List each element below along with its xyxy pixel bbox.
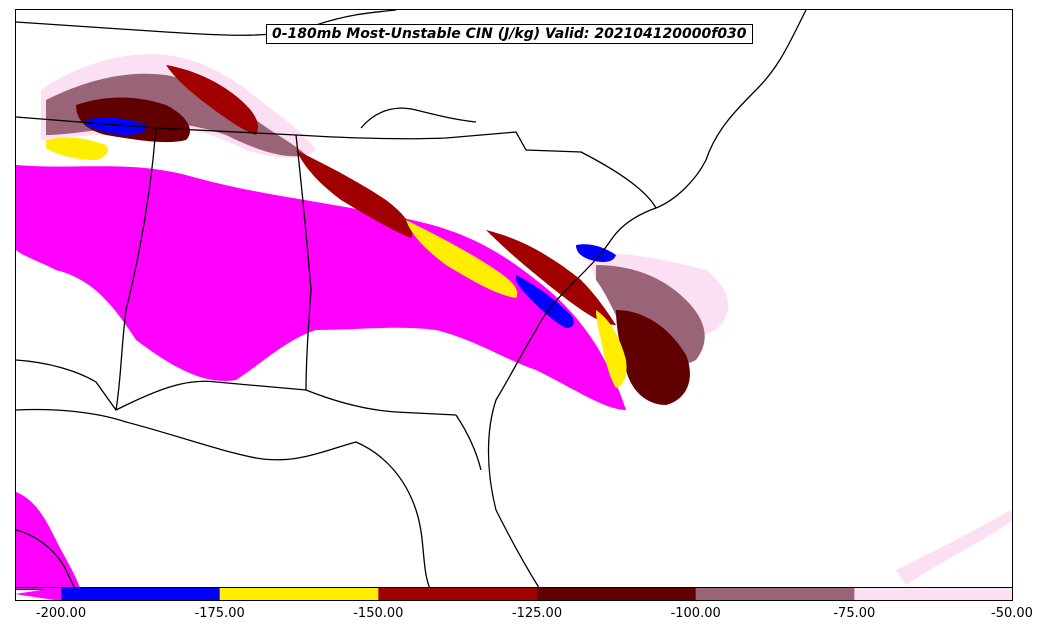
colorbar-outline — [15, 587, 1013, 601]
cin-map — [16, 10, 1012, 589]
colorbar-bin — [695, 587, 855, 601]
colorbar — [15, 587, 1013, 601]
cin-band-darkred-coast — [616, 310, 690, 405]
colorbar-tick-label: -75.00 — [833, 606, 876, 621]
cin-band-blue-coast — [576, 244, 616, 263]
cin-band-yellow-north — [46, 137, 108, 160]
cin-band-blue-mid — [515, 275, 574, 328]
cin-band-red-streak — [296, 150, 413, 238]
colorbar-bin — [537, 587, 697, 601]
cin-band-yellow-coast — [596, 310, 627, 388]
colorbar-extend-min — [15, 587, 61, 601]
map-title: 0-180mb Most-Unstable CIN (J/kg) Valid: … — [266, 24, 753, 44]
cin-band-yellow-mid — [406, 220, 518, 298]
colorbar-tick-label: -100.00 — [670, 606, 721, 621]
cin-band-red-north — [166, 65, 258, 135]
cin-band-below-200 — [16, 165, 626, 410]
colorbar-tick-label: -200.00 — [35, 606, 87, 621]
cin-band-blue-north — [86, 117, 147, 135]
colorbar-bin — [854, 587, 1013, 601]
cin-band-red-mid — [486, 230, 616, 325]
colorbar-tick-labels: -200.00 -175.00 -150.00 -125.00 -100.00 -75.0… — [0, 606, 1044, 626]
colorbar-bin — [61, 587, 221, 601]
colorbar-bin — [219, 587, 379, 601]
map-panel: 0-180mb Most-Unstable CIN (J/kg) Valid: … — [15, 9, 1013, 590]
cin-band-below-200-sw — [16, 492, 81, 589]
cin-band-mauve-coast — [596, 265, 705, 367]
colorbar-tick-label: -150.00 — [353, 606, 404, 621]
cin-band-pink-se — [896, 510, 1012, 585]
colorbar-tick-label: -125.00 — [511, 606, 563, 621]
colorbar-tick-label: -175.00 — [194, 606, 245, 621]
colorbar-tick-label: -50.00 — [991, 606, 1033, 621]
colorbar-bin — [378, 587, 538, 601]
